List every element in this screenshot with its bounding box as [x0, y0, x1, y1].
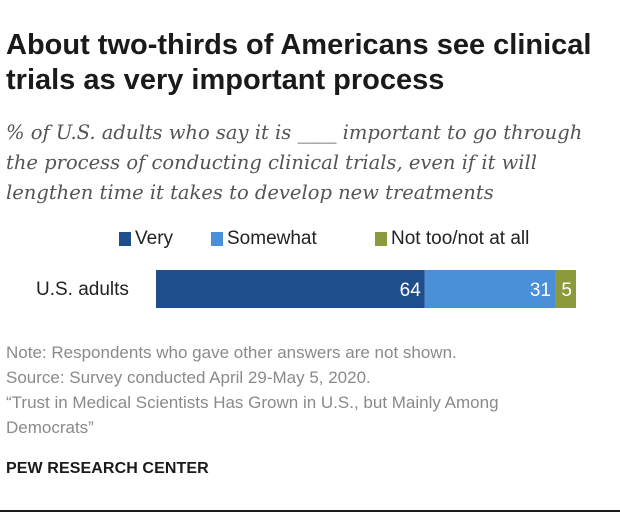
- bar-segment-somewhat: [424, 270, 555, 308]
- legend-swatch-somewhat: [211, 232, 223, 246]
- brand-name: PEW RESEARCH CENTER: [6, 460, 209, 477]
- report-title-line1: “Trust in Medical Scientists Has Grown i…: [6, 393, 499, 412]
- data-label-very: 64: [400, 280, 422, 301]
- note-text: Note: Respondents who gave other answers…: [6, 343, 457, 362]
- bottom-rule: [0, 510, 620, 512]
- legend-label-very: Very: [135, 228, 174, 249]
- legend-swatch-very: [119, 232, 131, 246]
- legend-item-very: Very: [119, 228, 173, 250]
- legend-label-not-too: Not too/not at all: [391, 228, 530, 249]
- legend-item-not-too: Not too/not at all: [375, 228, 529, 250]
- bar-segment-not-too: [555, 270, 576, 308]
- category-label: U.S. adults: [36, 279, 129, 300]
- legend-label-somewhat: Somewhat: [227, 228, 317, 249]
- bar-group: 64 31 5: [156, 270, 576, 308]
- stacked-bar-chart: U.S. adults 64 31 5: [36, 270, 576, 308]
- legend: Very Somewhat Not too/not at all: [0, 228, 620, 254]
- chart-subtitle: % of U.S. adults who say it is ____ impo…: [6, 121, 583, 204]
- chart-title: About two-thirds of Americans see clinic…: [6, 29, 592, 96]
- bar-segment-very: [156, 270, 425, 308]
- legend-item-somewhat: Somewhat: [211, 228, 317, 250]
- notes: Note: Respondents who gave other answers…: [6, 340, 606, 440]
- data-label-somewhat: 31: [530, 280, 551, 301]
- data-label-not-too: 5: [561, 280, 572, 301]
- source-text: Source: Survey conducted April 29-May 5,…: [6, 368, 371, 387]
- report-title-line2: Democrats”: [6, 418, 94, 437]
- legend-swatch-not-too: [375, 232, 387, 246]
